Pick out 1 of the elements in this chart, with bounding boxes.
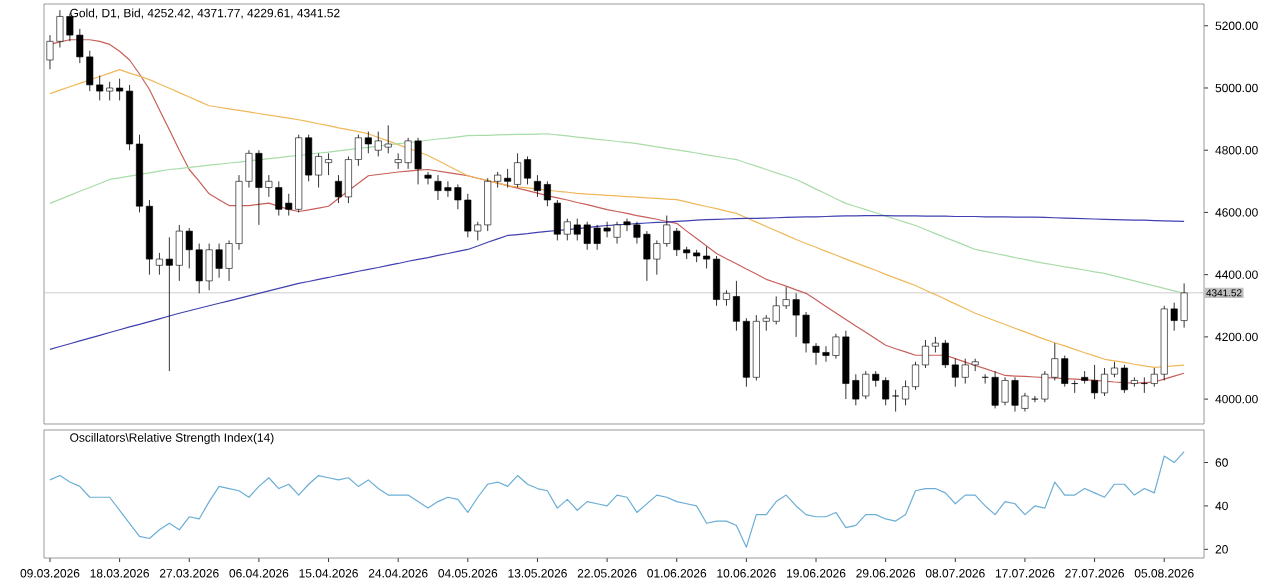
- candlestick: [424, 171, 432, 185]
